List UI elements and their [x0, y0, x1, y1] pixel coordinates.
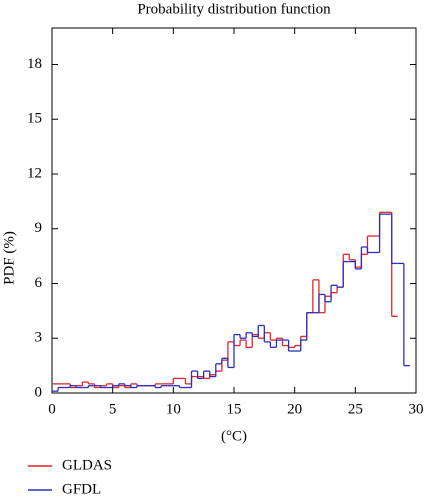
x-tick-label: 0 — [48, 401, 56, 417]
x-tick-label: 20 — [287, 401, 302, 417]
legend-label: GLDAS — [62, 457, 112, 473]
x-tick-label: 5 — [109, 401, 117, 417]
y-tick-label: 12 — [27, 165, 42, 181]
x-tick-label: 25 — [348, 401, 363, 417]
y-tick-label: 9 — [35, 220, 43, 236]
y-tick-label: 0 — [35, 384, 43, 400]
x-tick-label: 30 — [409, 401, 424, 417]
y-tick-label: 6 — [35, 275, 43, 291]
y-tick-label: 3 — [35, 330, 43, 346]
x-tick-label: 15 — [227, 401, 242, 417]
y-tick-label: 15 — [27, 111, 42, 127]
y-axis-label: PDF (%) — [1, 231, 17, 285]
x-tick-label: 10 — [166, 401, 181, 417]
x-axis-label: (°C) — [221, 428, 247, 444]
chart-title: Probability distribution function — [137, 1, 331, 17]
legend-label: GFDL — [62, 481, 101, 497]
y-tick-label: 18 — [27, 56, 42, 72]
